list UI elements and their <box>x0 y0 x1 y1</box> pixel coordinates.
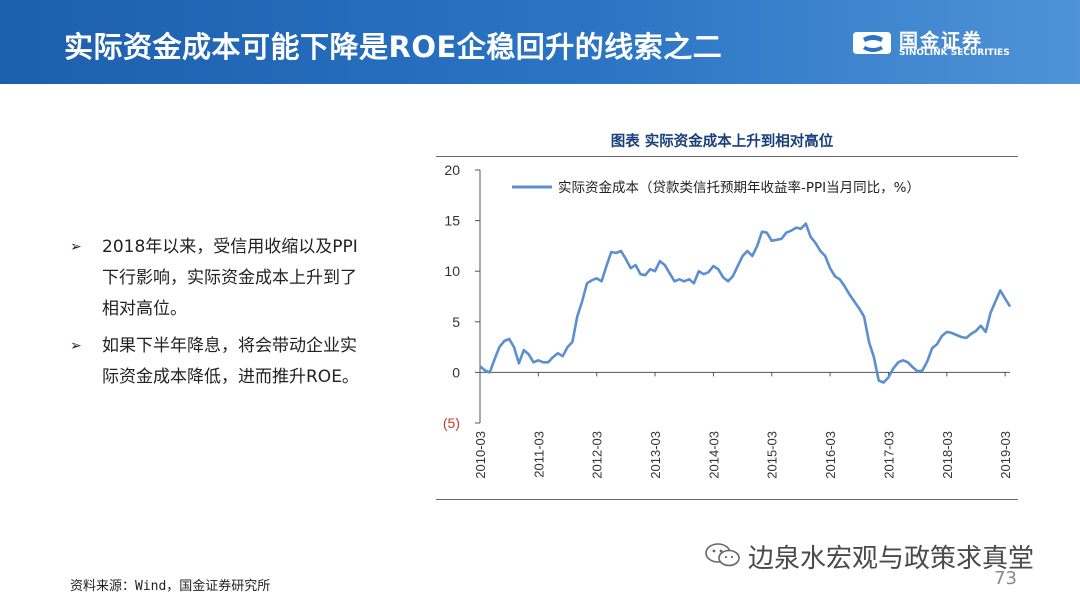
x-tick-label: 2013-03 <box>648 431 663 479</box>
source-note: 资料来源：Wind，国金证券研究所 <box>70 579 271 594</box>
wechat-icon <box>705 543 740 567</box>
x-tick-label: 2014-03 <box>706 431 721 479</box>
x-tick-label: 2017-03 <box>881 431 896 479</box>
line-chart: 20 15 10 5 0 (5) 2010-03 2011-03 2012-03 2013-03 2… <box>443 162 1013 479</box>
bullet-text: 2018年以来，受信用收缩以及PPI下行影响，实际资金成本上升到了相对高位。 <box>102 237 358 319</box>
legend-label: 实际资金成本（贷款类信托预期年收益率-PPI当月同比，%） <box>558 179 920 196</box>
bullet-item: ➢ 如果下半年降息，将会带动企业实际资金成本降低，进而推升ROE。 <box>70 331 370 393</box>
page-number: 73 <box>994 568 1017 589</box>
x-tick-label: 2010-03 <box>473 431 488 479</box>
x-tick-label: 2018-03 <box>940 431 955 479</box>
company-logo: 国金证券 SINOLINK SECURITIES <box>853 26 1043 62</box>
y-tick-label: 15 <box>444 213 460 229</box>
y-tick-label: 20 <box>444 162 460 178</box>
logo-chinese-name: 国金证券 <box>899 30 984 52</box>
chart-top-rule <box>436 156 1018 157</box>
series-line <box>479 222 1012 384</box>
x-tick-label: 2012-03 <box>590 431 605 479</box>
x-tick-label: 2016-03 <box>823 431 838 479</box>
bullet-item: ➢ 2018年以来，受信用收缩以及PPI下行影响，实际资金成本上升到了相对高位。 <box>70 232 370 325</box>
y-tick-label: (5) <box>443 415 460 431</box>
sinolink-logo-icon <box>853 32 891 54</box>
y-tick-label: 5 <box>452 314 460 330</box>
bullet-list: ➢ 2018年以来，受信用收缩以及PPI下行影响，实际资金成本上升到了相对高位。… <box>70 232 370 399</box>
page-title: 实际资金成本可能下降是ROE企稳回升的线索之二 <box>64 30 723 64</box>
y-tick-label: 10 <box>444 263 460 279</box>
chart-bottom-rule <box>436 499 1018 500</box>
watermark-text: 边泉水宏观与政策求真堂 <box>748 544 1035 574</box>
bullet-text: 如果下半年降息，将会带动企业实际资金成本降低，进而推升ROE。 <box>102 336 359 387</box>
x-tick-label: 2011-03 <box>531 431 546 478</box>
arrow-bullet-icon: ➢ <box>70 338 82 354</box>
chart-title: 图表 实际资金成本上升到相对高位 <box>610 134 834 150</box>
arrow-bullet-icon: ➢ <box>70 239 82 255</box>
logo-english-name: SINOLINK SECURITIES <box>899 48 1010 58</box>
x-tick-label: 2015-03 <box>765 431 780 479</box>
y-tick-label: 0 <box>452 364 460 380</box>
x-tick-label: 2019-03 <box>998 431 1013 479</box>
header-bar: 实际资金成本可能下降是ROE企稳回升的线索之二 国金证券 SINOLINK SE… <box>0 0 1080 84</box>
